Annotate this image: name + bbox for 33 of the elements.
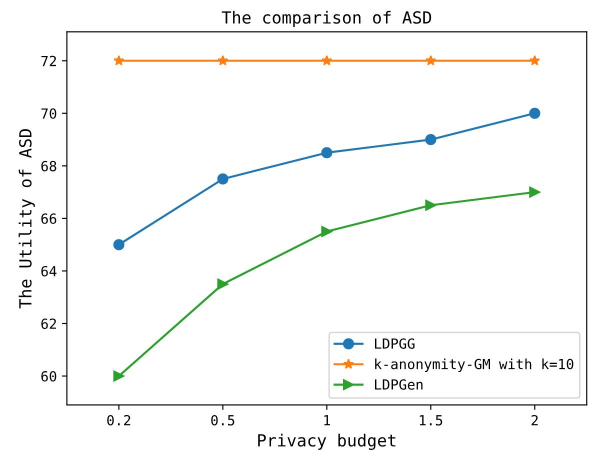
y-tick-label: 62 [41, 318, 56, 330]
legend-label: LDPGG [375, 338, 414, 349]
point [114, 55, 124, 66]
point [425, 200, 436, 211]
point [217, 173, 228, 185]
point [218, 55, 228, 66]
point [321, 226, 332, 238]
point [529, 55, 540, 66]
y-tick-label: 64 [41, 266, 56, 276]
x-tick-label: 2 [532, 414, 538, 426]
point [217, 278, 228, 290]
legend-label: k-anonymity-GM with k=10 [375, 358, 574, 372]
y-axis-title: The Utility of ASD [18, 129, 35, 308]
point [529, 108, 540, 119]
chart-title: The comparison of ASD [222, 10, 432, 27]
x-tick-label: 0.5 [211, 414, 234, 426]
y-tick-label: 70 [41, 108, 56, 119]
point [529, 186, 540, 198]
y-tick-label: 66 [41, 213, 56, 224]
point [425, 134, 436, 146]
point [113, 239, 124, 250]
x-tick-label: 1.5 [420, 415, 442, 426]
y-tick-label: 72 [41, 56, 56, 66]
point [425, 55, 436, 66]
x-tick-label: 0.2 [107, 414, 130, 426]
y-tick-label: 60 [41, 371, 56, 382]
point [113, 370, 124, 382]
legend-label: LDPGen [375, 379, 422, 390]
point [321, 147, 332, 158]
y-tick-label: 68 [41, 160, 56, 172]
x-tick-label: 1 [324, 415, 330, 426]
point [321, 55, 332, 66]
x-axis-title: Privacy budget [258, 434, 396, 450]
